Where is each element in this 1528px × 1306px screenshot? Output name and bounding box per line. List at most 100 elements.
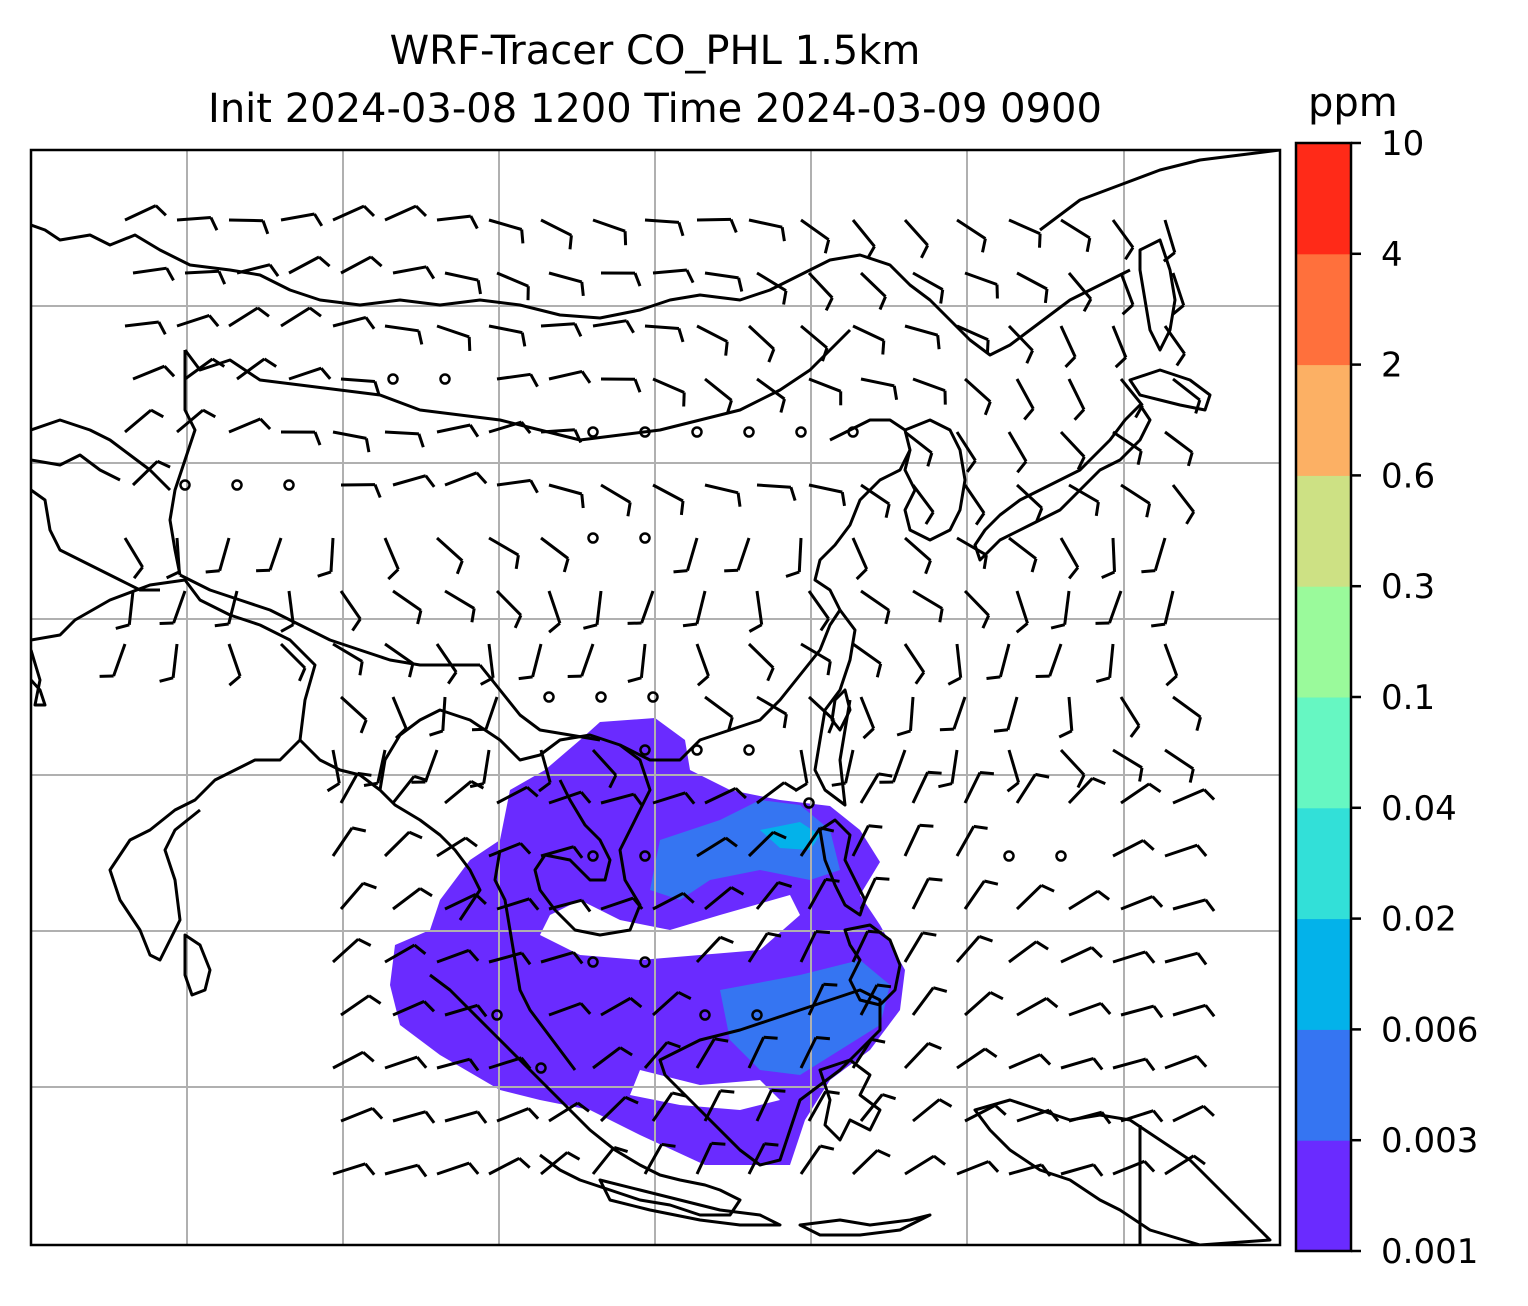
wind-barb-calm (387, 373, 399, 385)
wind-barb (643, 1143, 663, 1175)
wind-barb (912, 271, 944, 291)
wind-barb-feather (682, 892, 695, 904)
wind-barb (903, 218, 929, 247)
wind-barb (376, 749, 387, 784)
wind-barb-feather (685, 269, 695, 284)
wind-barb-feather (562, 558, 570, 573)
wind-barb-feather (165, 267, 175, 282)
wind-barb-feather (767, 348, 776, 363)
wind-barb-feather (469, 215, 479, 230)
colorbar-band (1296, 475, 1351, 587)
wind-barb-feather (785, 570, 800, 578)
wind-barb (704, 886, 733, 911)
wind-barb (383, 831, 411, 858)
wind-barb (339, 590, 362, 620)
border-kazakhstan (31, 453, 121, 482)
wind-barb-feather (1016, 460, 1028, 474)
coastline-bay-of-bengal-east (298, 738, 482, 921)
wind-barb-feather (932, 986, 948, 993)
wind-barb-feather (583, 623, 598, 630)
wind-barb-feather (1150, 622, 1166, 628)
wind-barb-feather (479, 676, 494, 686)
wind-barb-feather (357, 771, 372, 777)
wind-barb-feather (520, 1056, 532, 1070)
wind-barb-feather (748, 623, 763, 633)
wind-barb (1119, 378, 1144, 407)
wind-barb-feather (938, 782, 953, 789)
wind-barb-feather (866, 245, 876, 260)
coastline-sakhalin (1138, 238, 1177, 352)
wind-barb (1060, 218, 1091, 240)
wind-barb-feather (875, 876, 890, 881)
wind-barb (703, 1090, 722, 1122)
wind-barb (1059, 430, 1086, 458)
wind-barb-feather (1043, 288, 1049, 304)
wind-barb-feather (373, 381, 381, 396)
wind-barb (124, 320, 159, 328)
wind-barb-feather (719, 935, 734, 944)
wind-barb-feather (1095, 676, 1111, 684)
wind-barb-feather (387, 568, 400, 581)
wind-barb-feather (936, 335, 941, 350)
wind-barb (911, 484, 935, 514)
wind-barb-feather (626, 502, 632, 517)
wind-barb (132, 364, 166, 381)
wind-barb (904, 324, 939, 337)
wind-barb-feather (320, 367, 332, 380)
wind-barb (444, 892, 477, 911)
wind-barb (859, 877, 877, 910)
wind-barb (1153, 537, 1167, 572)
wind-barb-feather (1144, 950, 1156, 964)
wind-barb (1060, 1056, 1095, 1070)
wind-barb-feather (1045, 997, 1059, 1009)
wind-barb-feather (468, 1058, 480, 1072)
wind-barb-feather (1058, 729, 1073, 739)
wind-barb (1016, 271, 1048, 291)
wind-barb (852, 324, 885, 342)
wind-barb (808, 377, 842, 393)
wind-barb-feather (568, 235, 573, 250)
wind-barb (1120, 1004, 1155, 1017)
wind-barb-feather (1165, 674, 1178, 687)
wind-barb (548, 1001, 582, 1017)
wind-barb (435, 643, 458, 673)
wind-barb (851, 219, 876, 248)
wind-barb (859, 984, 879, 1016)
wind-barb-feather (981, 238, 987, 253)
tracer-plume-high-band (760, 822, 820, 850)
wind-barb-feather (1142, 839, 1155, 851)
wind-barb (288, 255, 320, 275)
wind-barb-feather (313, 431, 322, 446)
wind-barb-feather (280, 623, 295, 633)
wind-barb (124, 408, 152, 434)
wind-barb-calm (639, 850, 651, 862)
wind-barb (1067, 696, 1074, 732)
wind-barb-feather (1114, 356, 1127, 369)
wind-barb (1112, 950, 1146, 964)
wind-barb-feather (914, 671, 926, 685)
wind-barb (488, 420, 522, 434)
wind-barb-calm (587, 532, 599, 544)
wind-barb-feather (1188, 768, 1195, 783)
wind-barb-feather (771, 1088, 786, 1093)
wind-barb (851, 537, 869, 570)
wind-barb-feather (1152, 1109, 1164, 1123)
wind-barb-feather (214, 622, 229, 628)
tracer-plume-mid-band (720, 960, 890, 1075)
wind-barb-feather (425, 266, 436, 280)
tracer-plume (390, 718, 905, 1165)
wind-barb-feather (922, 931, 937, 937)
wind-barb (287, 590, 295, 625)
wind-barb-feather (1195, 1055, 1208, 1068)
wind-barb-feather (677, 990, 692, 1000)
wind-barb (444, 589, 475, 610)
wind-barb-calm (1055, 850, 1067, 862)
wind-barb-feather (871, 1037, 886, 1044)
colorbar-tick-label: 0.3 (1381, 567, 1435, 607)
wind-barb-feather (938, 608, 944, 623)
wind-barb (1164, 748, 1195, 771)
wind-barb-calm (639, 956, 651, 968)
wind-barb (747, 642, 775, 669)
wind-barb (1171, 272, 1186, 306)
wind-barb (903, 824, 921, 857)
